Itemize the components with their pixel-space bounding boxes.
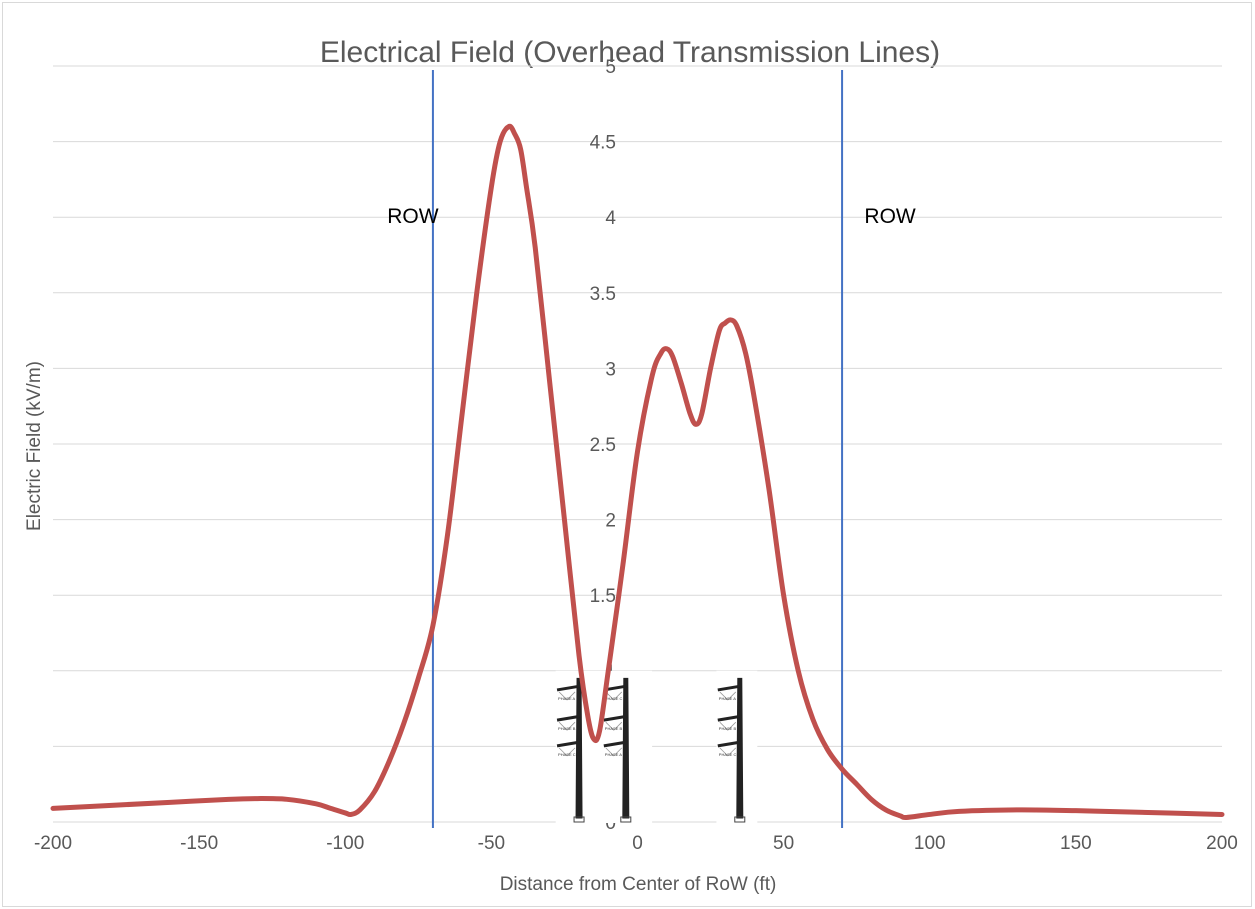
tower-phase-label: PHASE A [558, 696, 575, 701]
tower-arm [603, 714, 629, 722]
tower-pole [622, 677, 630, 819]
tower-phase-label: PHASE B [719, 726, 737, 731]
tower-arm [556, 740, 582, 748]
x-tick-label: -50 [478, 833, 505, 854]
x-tick-label: -100 [326, 833, 364, 854]
tower-icon: PHASE A PHASE B PHASE C [556, 677, 585, 823]
tower-insulator [605, 691, 623, 701]
y-tick-label: 2 [605, 511, 616, 532]
series-line [50, 123, 1225, 821]
tower-phase-label: PHASE B [605, 726, 623, 731]
tower-base [620, 816, 632, 823]
tower-phase-label: PHASE C [719, 752, 737, 757]
tower-phase-label: PHASE A [719, 696, 736, 701]
tower-pole [736, 677, 744, 819]
tower-arm [717, 684, 743, 692]
tower-phase-label: PHASE C [605, 696, 623, 701]
y-tick-label: 5 [605, 57, 616, 78]
x-tick-label: -150 [180, 833, 218, 854]
y-tick-label: 3.5 [590, 284, 616, 305]
tower-arm [603, 740, 629, 748]
x-tick-label: 150 [1060, 833, 1092, 854]
gridlines [53, 65, 1222, 823]
tower-insulator [719, 691, 737, 701]
tower-insulator [719, 747, 737, 757]
tower-insulator [605, 721, 623, 731]
row-label: ROW [387, 205, 439, 228]
series-group [50, 123, 1225, 821]
tower-arm [717, 714, 743, 722]
tower-insulator [605, 747, 623, 757]
x-axis-label: Distance from Center of RoW (ft) [500, 874, 777, 895]
x-tick-label: 100 [914, 833, 946, 854]
tower-insulator [719, 721, 737, 731]
y-tick-label: 2.5 [590, 435, 616, 456]
chart-title: Electrical Field (Overhead Transmission … [320, 36, 940, 69]
y-tick-label: 3 [605, 359, 616, 380]
y-tick-label: 0 [605, 813, 616, 834]
y-tick-label: 4.5 [590, 133, 616, 154]
x-tick-label: -200 [34, 833, 72, 854]
tower-phase-label: PHASE A [605, 752, 622, 757]
tower-insulator [558, 691, 576, 701]
x-axis-ticks: -200 -150 -100 -50 0 50 100 150 200 [34, 833, 1238, 854]
x-tick-label: 0 [632, 833, 643, 854]
y-tick-label: 4 [605, 208, 616, 229]
tower-arm [717, 740, 743, 748]
tower-icon: PHASE A PHASE B PHASE C [717, 677, 746, 823]
tower-icon: PHASE C PHASE B PHASE A [603, 677, 632, 823]
row-label: ROW [864, 205, 916, 228]
tower-insulator [558, 747, 576, 757]
tower-insulator [558, 721, 576, 731]
row-boundary-lines: ROW ROW [387, 70, 916, 828]
tower-base [734, 816, 746, 823]
tower-pole [575, 677, 583, 819]
tower-phase-label: PHASE B [558, 726, 576, 731]
y-tick-label: 1.5 [590, 586, 616, 607]
tower-phase-label: PHASE C [558, 752, 576, 757]
x-tick-label: 50 [773, 833, 794, 854]
tower-base [573, 816, 585, 823]
x-tick-label: 200 [1206, 833, 1238, 854]
tower-arm [556, 684, 582, 692]
tower-arm [556, 714, 582, 722]
y-axis-label: Electric Field (kV/m) [24, 361, 45, 531]
